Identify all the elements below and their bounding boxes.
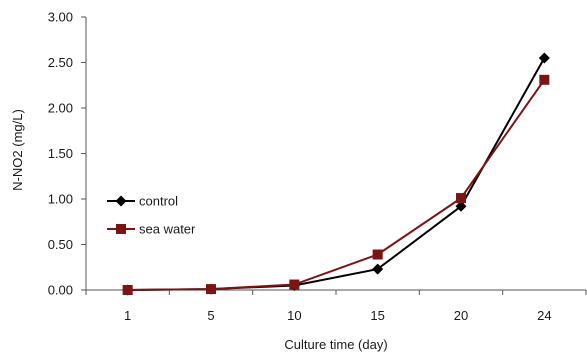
y-tick-label: 1.00 <box>48 192 73 207</box>
series-control <box>122 52 550 296</box>
legend-item: control <box>107 194 178 209</box>
data-point <box>289 279 300 290</box>
x-axis-ticks: 1 5 10 15 20 24 <box>85 290 587 323</box>
x-tick-label: 20 <box>454 308 468 323</box>
y-tick-label: 0.00 <box>48 283 73 298</box>
data-point <box>456 193 466 204</box>
data-point <box>372 249 383 260</box>
data-point <box>122 285 133 295</box>
x-tick-label: 10 <box>287 308 301 323</box>
legend-item: sea water <box>107 222 196 237</box>
series-sea-water <box>122 74 550 295</box>
series-line <box>127 57 546 291</box>
x-axis-title: Culture time (day) <box>284 337 387 352</box>
legend-label: sea water <box>139 222 196 237</box>
y-tick-label: 2.00 <box>48 101 73 116</box>
data-point <box>455 200 467 212</box>
y-axis-ticks: 0.00 0.50 1.00 1.50 2.00 2.50 3.00 <box>48 10 86 298</box>
legend: control sea water <box>107 194 196 237</box>
x-tick-label: 5 <box>207 308 214 323</box>
series-layer <box>122 52 550 296</box>
legend-marker <box>116 224 126 234</box>
legend-label: control <box>139 194 178 209</box>
legend-marker <box>115 195 127 207</box>
series-line <box>127 79 546 291</box>
y-axis-title: N-NO2 (mg/L) <box>10 109 25 191</box>
y-tick-label: 1.50 <box>48 146 73 161</box>
data-point <box>206 284 216 295</box>
x-tick-label: 1 <box>124 308 131 323</box>
data-point <box>538 52 550 64</box>
y-tick-label: 3.00 <box>48 10 73 25</box>
y-tick-label: 2.50 <box>48 55 73 70</box>
data-point <box>372 263 384 275</box>
x-tick-label: 24 <box>537 308 551 323</box>
data-point <box>539 74 550 85</box>
x-tick-label: 15 <box>370 308 384 323</box>
y-tick-label: 0.50 <box>48 237 73 252</box>
